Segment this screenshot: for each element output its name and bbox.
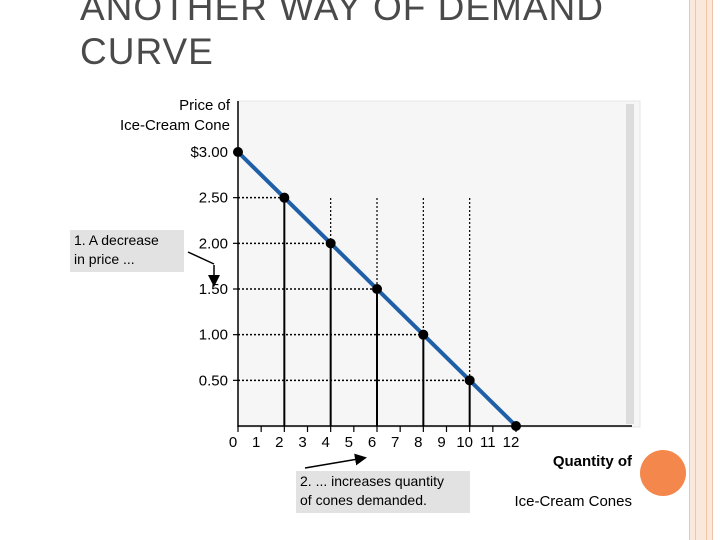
plot-area [237,100,641,428]
x-tick-label: 2 [275,434,283,451]
decorative-border-strip [689,0,713,540]
data-point [464,375,475,386]
data-point [279,192,290,203]
x-tick-label: 12 [503,434,520,451]
x-tick-label: 11 [480,434,496,451]
x-tick-label: 6 [368,434,376,451]
y-tick-label: 2.00 [199,235,228,252]
y-tick-marks [233,151,238,381]
x-tick-label: 3 [298,434,306,451]
x-tick-label: 4 [321,434,329,451]
x-tick-label: 1 [252,434,260,451]
y-tick-label: 0.50 [199,372,228,389]
y-axis-label: Price of Ice-Cream Cone [119,97,230,134]
x-tick-label: 9 [437,434,445,451]
callout-arrow-2 [304,453,367,469]
y-tick-label: 1.50 [199,281,228,298]
x-tick-label: 7 [391,434,399,451]
x-tick-label: 0 [229,434,237,451]
x-axis-label: Quantity of Ice-Cream Cones [480,432,632,532]
decorative-circle [640,450,686,496]
x-tick-label: 5 [345,434,353,451]
y-tick-labels: $3.00 2.50 2.00 1.50 1.00 0.50 [190,144,228,389]
x-axis-label-line2: Ice-Cream Cones [514,493,632,510]
x-tick-labels: 0 1 2 3 4 5 6 7 8 9 10 11 12 [229,434,520,451]
x-axis-label-line1: Quantity of [552,453,632,470]
x-tick-marks [237,426,517,432]
data-point [325,238,336,249]
quantity-guides [283,197,471,426]
y-tick-label: 2.50 [199,190,228,207]
y-tick-label: 1.00 [199,327,228,344]
y-tick-label: $3.00 [190,144,228,161]
x-tick-label: 10 [456,434,473,451]
data-point [511,421,521,431]
data-point [233,147,243,157]
data-points [233,147,521,431]
callout-quantity-increase: 2. ... increases quantity of cones deman… [296,471,470,513]
callout-price-decrease: 1. A decrease in price ... [70,230,184,272]
slide-title: ANOTHER WAY OF DEMAND CURVE [80,0,604,72]
x-tick-label: 8 [414,434,422,451]
data-point [372,284,382,294]
callout-arrow-1 [187,251,215,265]
data-point [418,329,429,340]
